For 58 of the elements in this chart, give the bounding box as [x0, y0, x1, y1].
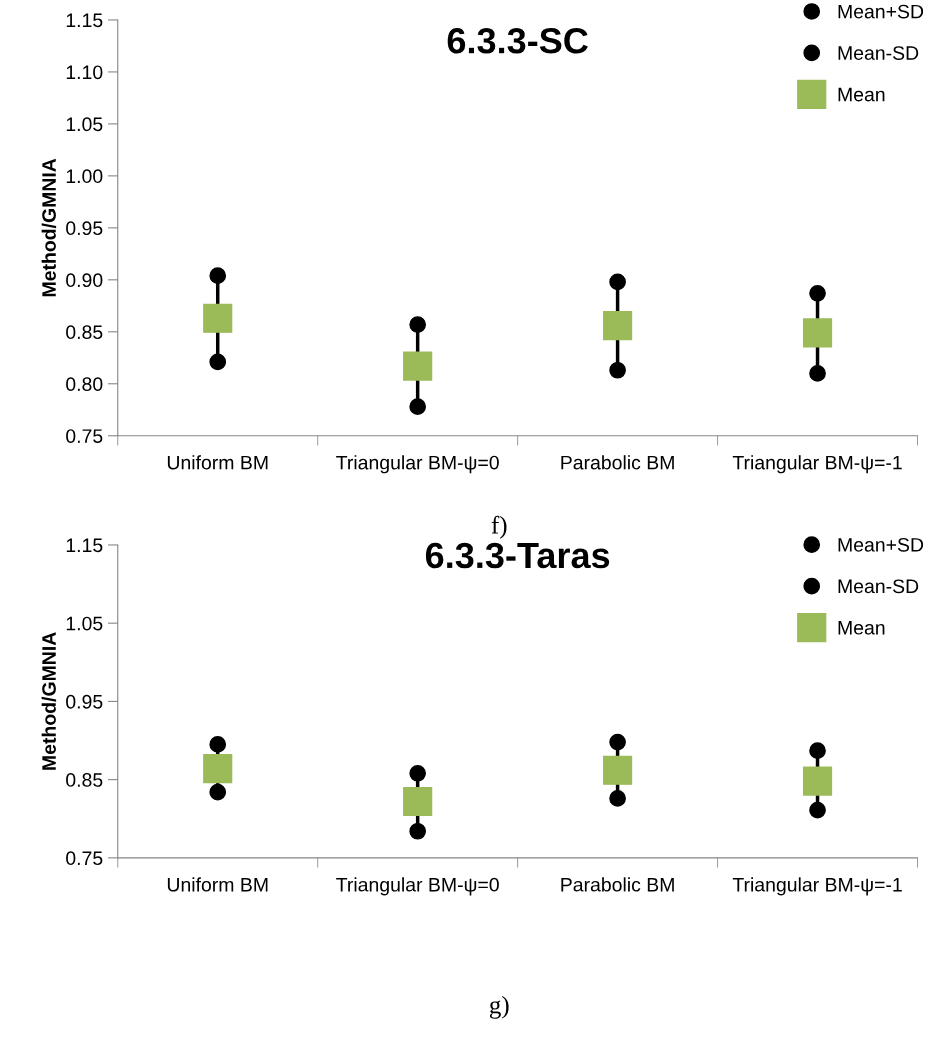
y-tick-label: 0.80: [66, 377, 103, 392]
y-tick-label: 0.75: [66, 851, 103, 866]
point: [209, 783, 227, 801]
point: [409, 822, 426, 840]
y-tick-label: 1.15: [66, 13, 103, 28]
legend-label: Mean+SD: [838, 537, 924, 552]
point: [203, 303, 233, 333]
y-tick-label: 0.85: [66, 325, 103, 340]
point: [809, 285, 826, 302]
x-tick-label: Uniform BM: [167, 455, 268, 470]
text: g): [489, 995, 509, 1019]
y-tick-label: 0.95: [66, 694, 103, 709]
y-tick-label: 0.95: [66, 221, 103, 236]
x-tick-label: Uniform BM: [167, 877, 268, 892]
x-tick-label: Parabolic BM: [561, 877, 674, 892]
point: [409, 398, 426, 415]
legend-label: Mean-SD: [838, 579, 919, 594]
x-tick-label: Triangular BM-ψ=-1: [732, 877, 902, 896]
y-axis-title: Method/GMNIA: [41, 158, 57, 297]
point: [809, 801, 826, 819]
point: [609, 361, 626, 379]
x-tick-label: Triangular BM-ψ=0: [336, 877, 499, 896]
point: [809, 365, 826, 382]
y-tick-label: 0.90: [66, 273, 103, 288]
y-tick-label: 1.10: [66, 65, 103, 80]
y-tick-label: 0.85: [66, 773, 103, 787]
point: [603, 755, 633, 785]
point: [409, 316, 426, 333]
point: [609, 273, 626, 291]
x-tick-label: Parabolic BM: [561, 455, 674, 470]
legend-label: Mean: [838, 621, 885, 635]
y-tick-label: 1.00: [66, 169, 103, 184]
x-tick-label: Triangular BM-ψ=-1: [732, 455, 902, 474]
legend-label: Mean-SD: [838, 46, 919, 60]
point: [409, 765, 426, 782]
chart-title: 6.3.3-SC: [447, 27, 588, 54]
y-tick-label: 0.75: [66, 429, 103, 443]
point: [403, 351, 433, 381]
point: [209, 736, 227, 753]
chart-title: 6.3.3-Taras: [425, 542, 610, 569]
legend-label: Mean+SD: [838, 4, 924, 19]
point: [603, 310, 633, 341]
point: [403, 786, 433, 817]
point: [609, 733, 626, 751]
point: [809, 742, 826, 760]
text: f): [491, 515, 507, 539]
legend-label: Mean: [838, 87, 885, 102]
point: [802, 766, 833, 796]
point: [203, 754, 233, 784]
point: [209, 267, 227, 285]
y-axis-title: Method/GMNIA: [41, 632, 57, 770]
y-tick-label: 1.05: [66, 616, 103, 631]
y-tick-label: 1.15: [66, 538, 103, 553]
y-tick-label: 1.05: [66, 117, 103, 132]
x-tick-label: Triangular BM-ψ=0: [336, 455, 499, 474]
point: [609, 790, 626, 807]
point: [802, 318, 833, 348]
point: [209, 353, 227, 371]
